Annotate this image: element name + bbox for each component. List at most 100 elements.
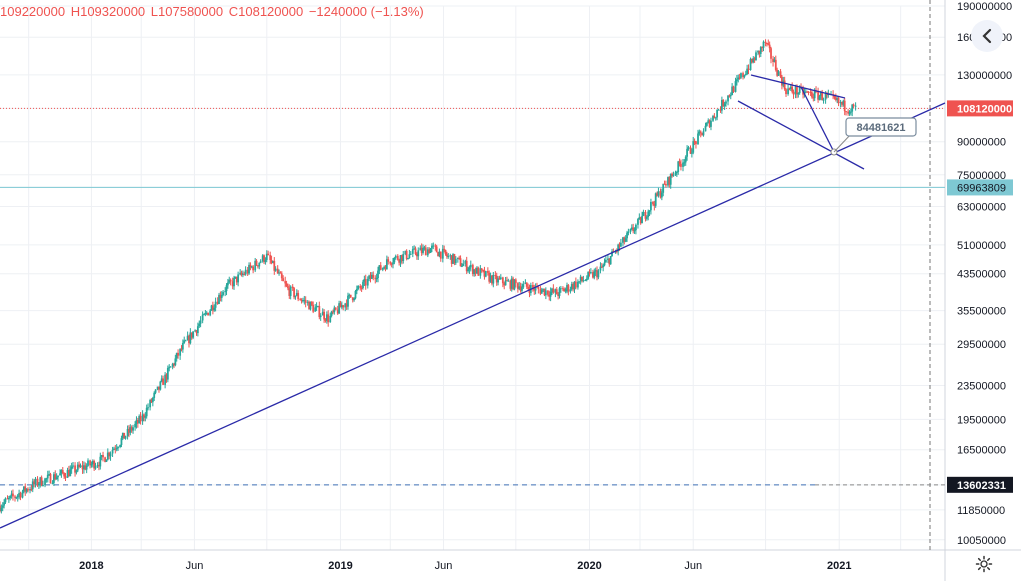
candle-body [650, 201, 652, 211]
candle-body [147, 407, 149, 409]
candle-body [743, 75, 746, 78]
candle-body [234, 276, 237, 278]
candle-body [731, 86, 734, 96]
candle-body [501, 277, 504, 284]
candle-body [603, 262, 606, 266]
candle-body [389, 261, 392, 264]
candle-body [635, 224, 637, 231]
candle-body [499, 277, 502, 280]
candle-body [757, 50, 759, 53]
candle-body [639, 217, 642, 224]
candle-body [39, 477, 42, 484]
scroll-back-button[interactable] [971, 20, 1003, 52]
candle-body [404, 250, 407, 255]
candle-body [297, 292, 300, 300]
candle-body [199, 320, 202, 324]
candle-body [519, 286, 522, 291]
candle-body [121, 432, 124, 439]
candle-body [302, 300, 304, 302]
candle-body [366, 278, 369, 286]
candle-body [722, 100, 725, 107]
candle-body [849, 111, 852, 113]
candle-body [264, 259, 267, 263]
candle-body [198, 323, 201, 327]
candle-body [851, 104, 854, 112]
candle-body [139, 416, 142, 422]
candle-body [218, 294, 220, 304]
candle-body [697, 133, 699, 145]
chart-settings-button[interactable] [974, 554, 994, 574]
candle-body [644, 211, 647, 219]
candle-body [812, 97, 815, 99]
candle-body [845, 111, 847, 113]
candle-body [81, 465, 84, 470]
candle-body [89, 460, 91, 466]
candle-body [144, 416, 147, 418]
candle-body [12, 493, 14, 497]
candle-body [393, 257, 396, 263]
candle-body [265, 253, 268, 260]
candle-body [287, 286, 289, 289]
candle-body [444, 249, 447, 255]
candle-body [589, 272, 592, 274]
candle-body [749, 59, 752, 70]
candle-body [278, 272, 280, 274]
candle-body [809, 91, 812, 93]
candle-body [695, 141, 697, 145]
candle-body [158, 386, 160, 390]
candle-body [330, 311, 333, 316]
candle-body [824, 93, 827, 100]
candle-body [255, 260, 258, 266]
candle-body [539, 289, 542, 294]
candle-body [473, 269, 476, 275]
candle-body [85, 465, 88, 470]
candle-body [429, 248, 432, 253]
candle-body [527, 286, 530, 289]
candle-body [452, 254, 454, 264]
candle-body [347, 295, 349, 307]
candle-body [136, 420, 139, 424]
candle-body [687, 147, 690, 149]
candle-body [24, 486, 27, 492]
candle-body [213, 307, 216, 311]
candle-body [518, 286, 521, 289]
candle-body [462, 263, 465, 267]
candle-body [435, 246, 438, 253]
candle-body [374, 277, 377, 280]
candle-body [349, 294, 352, 298]
candle-body [609, 256, 612, 265]
candle-body [734, 81, 737, 92]
candle-body [129, 427, 132, 433]
ohlc-low: L107580000 [150, 4, 224, 19]
candle-body [229, 279, 232, 282]
candle-body [431, 245, 433, 249]
price-axis-label: 16500000 [957, 445, 1006, 457]
candle-body [503, 283, 506, 286]
candle-body [653, 204, 656, 206]
price-axis-label: 35500000 [957, 306, 1006, 318]
candle-body [106, 452, 109, 460]
candle-body [759, 47, 762, 54]
candle-body [692, 141, 695, 153]
candle-body [758, 50, 761, 54]
candle-body [270, 260, 273, 263]
candle-body [303, 299, 306, 301]
candle-body [811, 92, 813, 98]
candle-body [248, 264, 250, 274]
candle-body [274, 268, 277, 271]
candle-body [284, 281, 287, 284]
candle-body [166, 367, 169, 380]
candle-body [258, 262, 261, 267]
time-axis-label: 2018 [79, 560, 103, 572]
candle-body [394, 255, 397, 258]
candle-body [509, 280, 512, 289]
candle-body [497, 278, 499, 283]
candle-body [794, 87, 797, 95]
candle-body [308, 301, 310, 310]
candle-body [25, 488, 28, 492]
candle-body [21, 491, 24, 498]
candle-body [151, 397, 154, 403]
candle-body [63, 473, 66, 477]
candle-body [554, 289, 557, 293]
